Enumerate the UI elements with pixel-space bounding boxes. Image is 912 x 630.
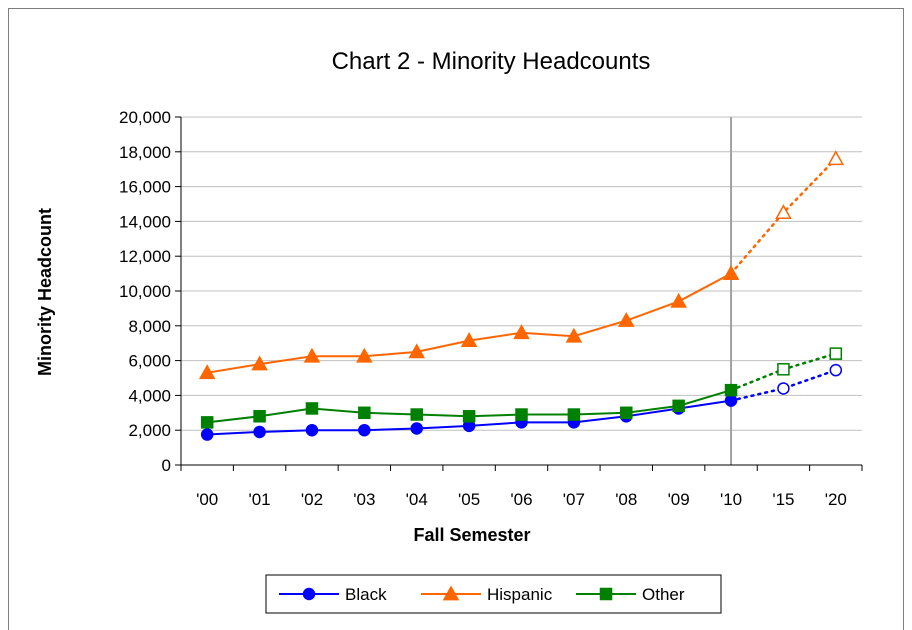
- data-point-black: [777, 382, 790, 395]
- data-point-other: [620, 406, 633, 420]
- y-tick-label: 18,000: [119, 143, 171, 162]
- data-point-black: [829, 363, 843, 377]
- data-point-hispanic: [251, 355, 268, 371]
- y-tick-label: 16,000: [119, 178, 171, 197]
- series-projection-hispanic: [729, 157, 838, 275]
- data-point-hispanic: [670, 292, 687, 308]
- data-point-other: [462, 410, 476, 423]
- data-point-hispanic: [513, 324, 530, 340]
- data-point-hispanic: [408, 343, 426, 359]
- legend-label-hispanic: Hispanic: [487, 585, 553, 604]
- line-chart: Chart 2 - Minority Headcounts 0 2,000 4,00…: [35, 48, 863, 614]
- y-tick-label: 20,000: [119, 108, 171, 127]
- data-point-hispanic: [303, 347, 321, 363]
- x-tick-label: '03: [353, 490, 375, 509]
- data-point-hispanic: [565, 327, 583, 343]
- legend-label-black: Black: [345, 585, 387, 604]
- x-tick-label: '08: [615, 490, 637, 509]
- legend-marker-other: [599, 587, 613, 601]
- y-axis-title: Minority Headcount: [35, 208, 55, 376]
- data-point-black: [200, 428, 214, 441]
- data-point-black: [724, 394, 738, 407]
- data-point-hispanic: [617, 312, 635, 327]
- chart-title: Chart 2 - Minority Headcounts: [332, 48, 651, 75]
- series-projection-black: [729, 368, 838, 402]
- x-tick-label: '05: [458, 490, 480, 509]
- y-tick-label: 10,000: [119, 282, 171, 301]
- legend-box: [265, 574, 722, 614]
- y-tick-label: 2,000: [128, 421, 171, 440]
- y-tick-label: 4,000: [128, 386, 171, 405]
- chart-frame: Chart 2 - Minority Headcounts 0 2,000 4,00…: [8, 8, 904, 630]
- x-tick-label: '09: [668, 490, 690, 509]
- x-tick-label: '07: [563, 490, 585, 509]
- data-point-other: [200, 416, 214, 429]
- data-point-black: [358, 423, 371, 437]
- y-tick-label: 6,000: [128, 352, 171, 371]
- data-point-other: [515, 408, 528, 421]
- x-tick-label: '06: [510, 490, 532, 509]
- data-point-other: [777, 363, 790, 376]
- x-axis-title: Fall Semester: [413, 525, 530, 545]
- legend-marker-hispanic: [442, 585, 460, 601]
- data-point-other: [567, 408, 581, 421]
- plot-area: 0 2,000 4,000 6,000 8,000 10,000 12,000 14,000 1…: [119, 108, 863, 509]
- data-point-other: [410, 408, 423, 421]
- y-tick-label: 0: [162, 456, 171, 475]
- y-tick-label: 8,000: [128, 317, 171, 336]
- x-tick-label: '15: [772, 490, 794, 509]
- data-point-other: [305, 402, 319, 415]
- data-point-black: [410, 422, 423, 435]
- data-point-other: [358, 406, 371, 420]
- legend: Black Hispanic Other: [265, 574, 722, 614]
- legend-label-other: Other: [642, 585, 685, 604]
- data-point-other: [724, 383, 738, 397]
- data-point-black: [253, 425, 266, 439]
- y-tick-label: 14,000: [119, 212, 171, 231]
- data-point-other: [672, 399, 685, 413]
- x-tick-label: '10: [720, 490, 742, 509]
- x-tick-label: '20: [825, 490, 847, 509]
- x-tick-label: '02: [301, 490, 323, 509]
- y-tick-label: 12,000: [119, 247, 171, 266]
- data-point-other: [829, 347, 843, 360]
- data-point-hispanic: [827, 150, 845, 166]
- series-line-hispanic: [207, 272, 732, 374]
- data-point-black: [305, 423, 319, 437]
- x-tick-label: '00: [196, 490, 218, 509]
- x-tick-label: '01: [248, 490, 270, 509]
- data-point-hispanic: [460, 332, 478, 347]
- data-point-hispanic: [356, 347, 373, 363]
- legend-marker-black: [302, 587, 316, 601]
- data-point-hispanic: [775, 204, 792, 220]
- data-point-other: [253, 410, 266, 423]
- data-point-hispanic: [722, 265, 740, 280]
- data-point-hispanic: [198, 364, 216, 380]
- x-tick-label: '04: [406, 490, 428, 509]
